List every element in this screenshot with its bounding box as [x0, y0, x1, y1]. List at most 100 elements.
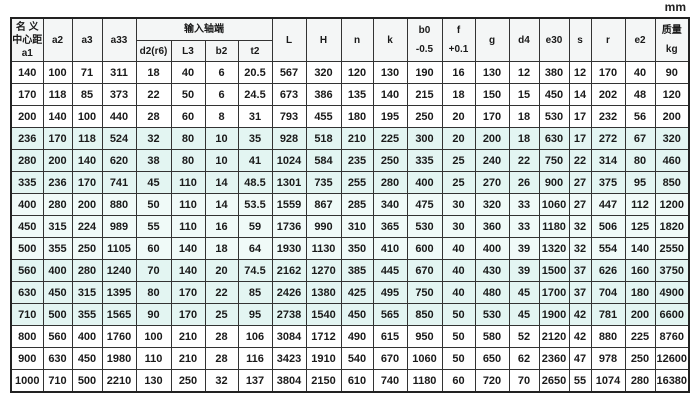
table-cell: 37: [568, 259, 592, 282]
table-cell: 250: [372, 149, 408, 172]
table-cell: 850: [654, 171, 690, 194]
table-cell: 170: [10, 83, 44, 106]
table-cell: 280: [71, 259, 103, 282]
header-center-distance: 名 义 中心距 a1: [10, 17, 44, 62]
table-cell: 500: [71, 369, 103, 393]
table-row: 630 450 315 1395 80 170 22 85 2426 1380 425 495 750 4…: [10, 281, 690, 304]
table-cell: 24.5: [237, 83, 273, 106]
header-text: f: [456, 25, 461, 36]
table-cell: 28: [204, 325, 239, 348]
table-cell: 1180: [538, 215, 570, 238]
table-cell: 1565: [101, 303, 137, 326]
table-cell: 45: [508, 303, 540, 326]
table-cell: 22: [568, 149, 592, 172]
table-cell: 455: [305, 105, 342, 128]
table-cell: 32: [204, 369, 239, 393]
table-cell: 365: [372, 215, 408, 238]
table-cell: 39: [508, 237, 540, 260]
table-cell: 506: [590, 215, 626, 238]
table-cell: 1712: [305, 325, 342, 348]
table-cell: 300: [406, 127, 443, 150]
table-cell: 15: [508, 83, 540, 106]
table-cell: 170: [42, 127, 73, 150]
table-cell: 530: [474, 303, 510, 326]
table-cell: 250: [170, 369, 206, 393]
table-cell: 224: [71, 215, 103, 238]
table-row: 400 280 200 880 50 110 14 53.5 1559 867 285 340 475 3…: [10, 193, 690, 216]
table-cell: 900: [10, 347, 44, 370]
table-cell: 524: [101, 127, 137, 150]
table-cell: 18: [135, 61, 172, 84]
table-cell: 80: [135, 281, 172, 304]
table-cell: 50: [135, 193, 172, 216]
table-cell: 1000: [10, 369, 44, 393]
table-cell: 445: [372, 259, 408, 282]
header-d2: d2(r6): [135, 40, 172, 62]
table-cell: 50: [170, 83, 206, 106]
table-cell: 39: [508, 259, 540, 282]
table-cell: 60: [441, 369, 476, 393]
table-cell: 1910: [305, 347, 342, 370]
table-cell: 978: [590, 347, 626, 370]
table-cell: 380: [538, 61, 570, 84]
table-cell: 450: [71, 347, 103, 370]
table-cell: 200: [10, 105, 44, 128]
header-text: 中心距: [12, 34, 43, 46]
table-cell: 600: [406, 237, 443, 260]
table-row: 1000 710 500 2210 130 250 32 137 3804 2150 610 740 1…: [10, 369, 690, 393]
table-cell: 25: [441, 171, 476, 194]
table-cell: 400: [406, 171, 443, 194]
table-cell: 1130: [305, 237, 342, 260]
table-cell: 25: [441, 149, 476, 172]
table-cell: 48.5: [237, 171, 273, 194]
table-cell: 560: [42, 325, 73, 348]
table-cell: 310: [340, 215, 374, 238]
table-cell: 1980: [101, 347, 137, 370]
table-cell: 850: [406, 303, 443, 326]
table-cell: 928: [271, 127, 307, 150]
table-cell: 793: [271, 105, 307, 128]
table-cell: 125: [624, 215, 656, 238]
table-cell: 867: [305, 193, 342, 216]
table-cell: 1301: [271, 171, 307, 194]
dimension-table: 名 义 中心距 a1 a2 a3 a33 输入轴端 L H n k b0 -0.…: [10, 17, 690, 393]
table-cell: 400: [71, 325, 103, 348]
table-cell: 190: [406, 61, 443, 84]
table-cell: 1540: [305, 303, 342, 326]
table-cell: 1060: [406, 347, 443, 370]
table-cell: 30: [441, 193, 476, 216]
table-row: 200 140 100 440 28 60 8 31 793 455 180 195 250 20 170 1…: [10, 105, 690, 128]
table-cell: 50: [441, 325, 476, 348]
table-cell: 360: [474, 215, 510, 238]
table-cell: 14: [568, 83, 592, 106]
table-cell: 990: [305, 215, 342, 238]
table-cell: 554: [590, 237, 626, 260]
table-cell: 1240: [101, 259, 137, 282]
table-cell: 2150: [305, 369, 342, 393]
table-cell: 6600: [654, 303, 690, 326]
table-cell: 20.5: [237, 61, 273, 84]
table-cell: 112: [624, 193, 656, 216]
table-cell: 140: [10, 61, 44, 84]
table-cell: 32: [135, 127, 172, 150]
table-cell: 48: [624, 83, 656, 106]
header-H: H: [305, 17, 342, 62]
table-cell: 12: [508, 61, 540, 84]
table-cell: 200: [624, 303, 656, 326]
table-cell: 350: [340, 237, 374, 260]
table-cell: 2360: [538, 347, 570, 370]
table-cell: 60: [135, 237, 172, 260]
table-row: 140 100 71 311 18 40 6 20.5 567 320 120 130 190 16 130…: [10, 61, 690, 84]
table-cell: 530: [538, 105, 570, 128]
table-cell: 670: [372, 347, 408, 370]
table-cell: 56: [624, 105, 656, 128]
table-row: 170 118 85 373 22 50 6 24.5 673 386 135 140 215 18 150…: [10, 83, 690, 106]
table-cell: 22: [508, 149, 540, 172]
table-cell: 355: [42, 237, 73, 260]
table-cell: 25: [204, 303, 239, 326]
table-cell: 320: [474, 193, 510, 216]
table-cell: 1736: [271, 215, 307, 238]
table-cell: 118: [71, 127, 103, 150]
table-cell: 137: [237, 369, 273, 393]
table-cell: 320: [305, 61, 342, 84]
